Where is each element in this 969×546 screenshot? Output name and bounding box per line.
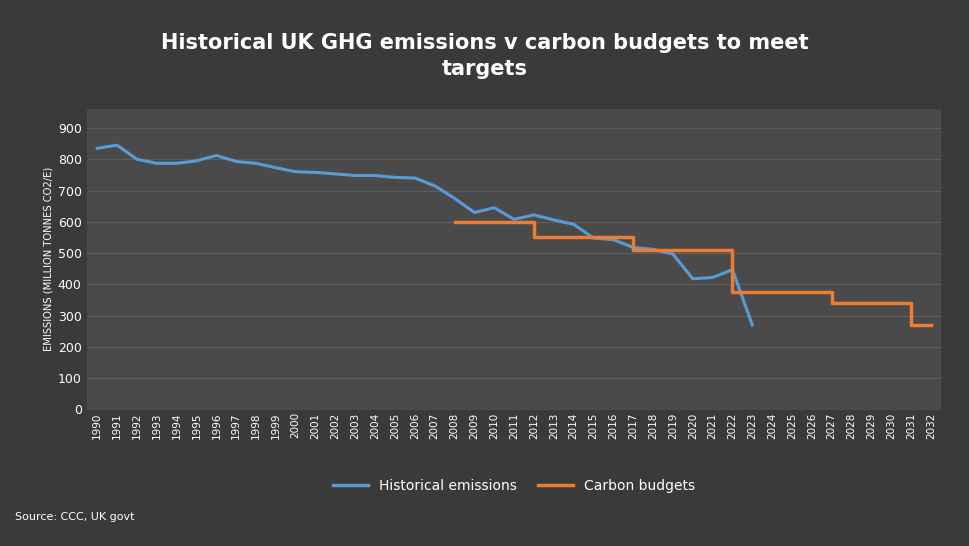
Historical emissions — [111, 142, 123, 149]
Historical emissions — [151, 160, 163, 167]
Historical emissions — [349, 172, 360, 179]
Historical emissions — [706, 274, 718, 281]
Text: Historical UK GHG emissions v carbon budgets to meet
targets: Historical UK GHG emissions v carbon bud… — [161, 33, 808, 79]
Carbon budgets — [825, 289, 836, 295]
Historical emissions — [646, 246, 658, 253]
Historical emissions — [131, 156, 142, 163]
Carbon budgets — [904, 322, 916, 328]
Carbon budgets — [746, 289, 758, 295]
Historical emissions — [567, 221, 578, 228]
Historical emissions — [587, 235, 599, 241]
Carbon budgets — [527, 218, 539, 225]
Legend: Historical emissions, Carbon budgets: Historical emissions, Carbon budgets — [328, 473, 700, 498]
Historical emissions — [746, 322, 758, 328]
Historical emissions — [230, 158, 241, 165]
Carbon budgets — [825, 300, 836, 306]
Historical emissions — [726, 266, 737, 273]
Historical emissions — [290, 169, 301, 175]
Historical emissions — [607, 236, 618, 243]
Historical emissions — [488, 204, 500, 211]
Carbon budgets — [726, 247, 737, 253]
Carbon budgets — [924, 322, 936, 328]
Historical emissions — [627, 244, 639, 251]
Historical emissions — [210, 152, 222, 159]
Historical emissions — [468, 209, 480, 216]
Carbon budgets — [449, 218, 460, 225]
Carbon budgets — [627, 234, 639, 241]
Historical emissions — [250, 160, 262, 167]
Historical emissions — [191, 158, 203, 164]
Line: Historical emissions: Historical emissions — [97, 145, 752, 325]
Historical emissions — [309, 169, 321, 176]
Y-axis label: EMISSIONS (MILLION TONNES CO2/E): EMISSIONS (MILLION TONNES CO2/E) — [44, 167, 53, 352]
Historical emissions — [409, 175, 421, 181]
Historical emissions — [508, 216, 519, 223]
Historical emissions — [269, 164, 281, 171]
Carbon budgets — [627, 247, 639, 253]
Historical emissions — [171, 160, 182, 167]
Carbon budgets — [904, 300, 916, 306]
Historical emissions — [667, 251, 678, 257]
Historical emissions — [449, 195, 460, 201]
Historical emissions — [428, 182, 440, 189]
Historical emissions — [389, 174, 400, 181]
Line: Carbon budgets: Carbon budgets — [454, 222, 930, 325]
Text: Source: CCC, UK govt: Source: CCC, UK govt — [15, 512, 134, 522]
Carbon budgets — [527, 234, 539, 241]
Historical emissions — [329, 171, 341, 177]
Historical emissions — [527, 212, 539, 218]
Carbon budgets — [746, 289, 758, 295]
Carbon budgets — [726, 289, 737, 295]
Historical emissions — [686, 276, 698, 282]
Historical emissions — [91, 145, 103, 152]
Historical emissions — [369, 172, 381, 179]
Historical emissions — [547, 217, 559, 223]
